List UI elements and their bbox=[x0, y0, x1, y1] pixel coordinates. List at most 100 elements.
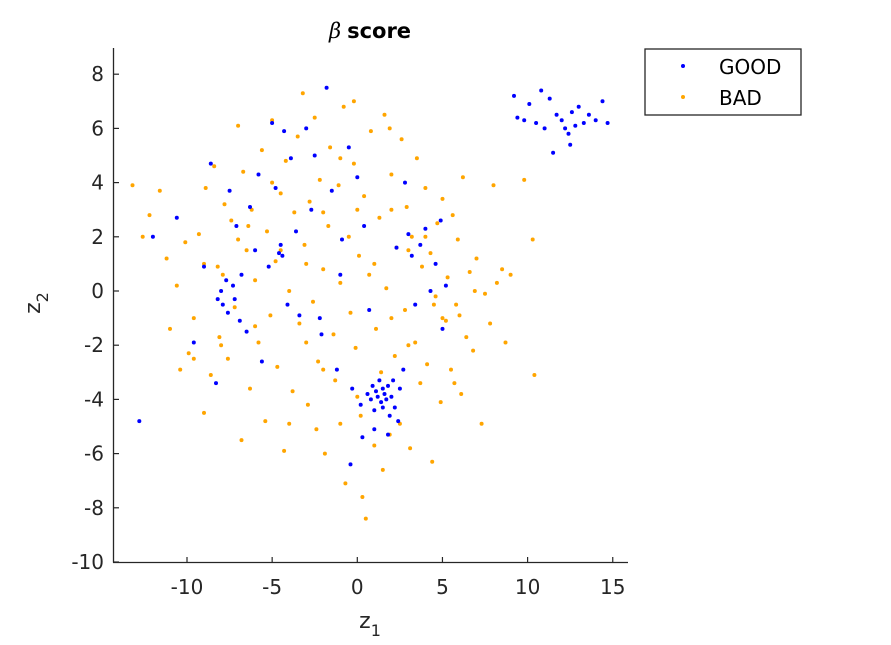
data-point-bad bbox=[372, 443, 377, 448]
data-point-good bbox=[150, 234, 155, 239]
data-point-good bbox=[391, 378, 396, 383]
data-point-good bbox=[282, 129, 287, 134]
data-point-bad bbox=[259, 148, 264, 153]
data-point-bad bbox=[343, 481, 348, 486]
data-point-good bbox=[360, 435, 365, 440]
data-point-bad bbox=[408, 446, 413, 451]
data-point-good bbox=[309, 207, 314, 212]
y-tick-label: -4 bbox=[84, 387, 104, 411]
data-point-good bbox=[554, 112, 559, 117]
data-point-bad bbox=[358, 413, 363, 418]
data-point-bad bbox=[196, 232, 201, 237]
data-point-good bbox=[191, 340, 196, 345]
data-point-bad bbox=[304, 261, 309, 266]
data-point-good bbox=[559, 118, 564, 123]
data-point-bad bbox=[431, 302, 436, 307]
data-point-bad bbox=[488, 321, 493, 326]
data-point-bad bbox=[287, 289, 292, 293]
data-point-good bbox=[377, 378, 382, 383]
data-point-bad bbox=[292, 210, 297, 215]
data-point-good bbox=[372, 408, 377, 413]
y-tick-label: 6 bbox=[91, 116, 104, 140]
data-point-bad bbox=[239, 438, 244, 443]
x-axis-title-sub: 1 bbox=[371, 621, 381, 640]
data-point-good bbox=[277, 251, 281, 256]
data-point-good bbox=[174, 215, 179, 220]
data-point-bad bbox=[372, 261, 377, 266]
data-point-bad bbox=[275, 364, 280, 369]
y-axis-ticks: -10 -8 -6 -4 -2 0 2 4 6 8 bbox=[71, 62, 119, 574]
y-tick-label: -10 bbox=[71, 550, 104, 574]
x-axis-ticks: -10 -5 0 5 10 15 bbox=[171, 557, 625, 599]
data-point-good bbox=[224, 278, 229, 283]
data-point-good bbox=[386, 432, 390, 437]
data-point-bad bbox=[333, 378, 338, 383]
data-point-bad bbox=[440, 316, 445, 321]
data-point-bad bbox=[479, 421, 484, 426]
data-point-bad bbox=[508, 272, 513, 277]
data-point-good bbox=[202, 264, 206, 269]
data-point-good bbox=[294, 229, 298, 234]
data-point-bad bbox=[186, 351, 191, 356]
data-point-good bbox=[208, 161, 213, 166]
y-tick-label: 4 bbox=[91, 171, 104, 195]
data-point-good bbox=[253, 248, 258, 253]
data-point-good bbox=[539, 88, 544, 93]
data-point-good bbox=[297, 313, 302, 318]
data-point-bad bbox=[455, 237, 460, 242]
data-point-good bbox=[312, 153, 317, 158]
data-point-good bbox=[563, 126, 568, 131]
data-point-bad bbox=[215, 264, 220, 269]
data-point-bad bbox=[449, 367, 453, 372]
data-point-bad bbox=[203, 186, 208, 190]
x-tick-label: 0 bbox=[351, 575, 364, 599]
data-point-good bbox=[232, 297, 237, 302]
data-point-bad bbox=[191, 356, 196, 361]
data-point-good bbox=[605, 121, 610, 125]
data-point-bad bbox=[321, 267, 326, 272]
data-point-good bbox=[428, 289, 433, 293]
data-point-good bbox=[440, 326, 445, 331]
data-point-good bbox=[566, 131, 571, 136]
data-point-bad bbox=[420, 264, 424, 269]
data-point-bad bbox=[278, 191, 283, 196]
data-point-good bbox=[215, 297, 220, 302]
data-point-bad bbox=[246, 224, 251, 228]
data-point-good bbox=[547, 96, 552, 101]
data-point-bad bbox=[174, 283, 179, 288]
data-point-bad bbox=[382, 112, 387, 117]
data-point-bad bbox=[147, 213, 152, 218]
data-point-bad bbox=[491, 183, 496, 188]
legend-label-bad: BAD bbox=[719, 86, 762, 110]
data-point-bad bbox=[248, 386, 252, 391]
data-point-bad bbox=[321, 210, 326, 215]
data-point-bad bbox=[406, 248, 411, 253]
data-point-bad bbox=[302, 242, 307, 247]
data-point-bad bbox=[208, 373, 213, 377]
data-point-good bbox=[573, 123, 578, 128]
data-point-bad bbox=[346, 234, 351, 239]
data-point-bad bbox=[316, 359, 321, 364]
data-point-bad bbox=[425, 362, 430, 367]
data-point-bad bbox=[363, 516, 368, 521]
data-point-bad bbox=[500, 267, 505, 272]
data-point-bad bbox=[217, 335, 222, 340]
data-point-bad bbox=[253, 278, 258, 283]
data-point-good bbox=[392, 405, 397, 410]
data-point-bad bbox=[474, 256, 479, 261]
y-tick-label: -2 bbox=[84, 333, 104, 357]
data-point-good bbox=[384, 397, 389, 402]
data-point-good bbox=[593, 118, 598, 123]
data-point-bad bbox=[348, 310, 353, 315]
data-point-bad bbox=[283, 158, 288, 163]
data-point-bad bbox=[530, 237, 535, 242]
data-point-bad bbox=[532, 373, 537, 377]
data-points bbox=[130, 85, 610, 521]
data-point-good bbox=[350, 386, 355, 391]
data-point-good bbox=[512, 93, 516, 98]
data-point-bad bbox=[140, 234, 145, 239]
data-point-bad bbox=[438, 400, 443, 405]
data-point-bad bbox=[428, 251, 433, 256]
data-point-bad bbox=[229, 218, 234, 223]
